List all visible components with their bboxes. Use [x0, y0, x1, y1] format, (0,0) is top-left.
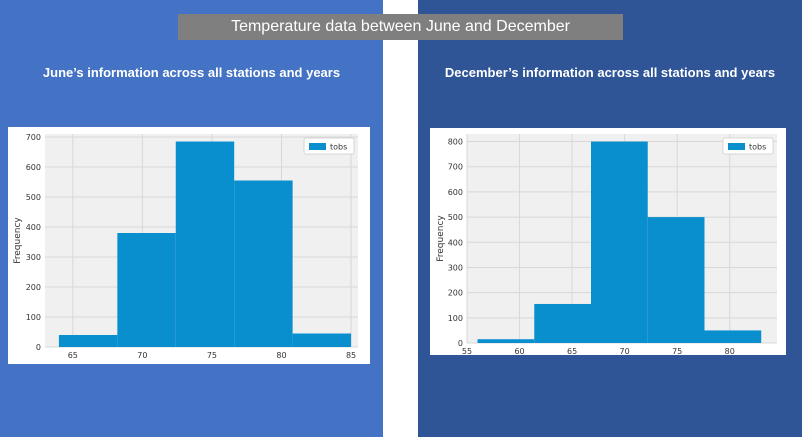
- june-histogram-card: 65 70 75 80 85 0 100 200 300 400 500 600 700 Frequenc…: [8, 127, 370, 364]
- june-y-tick-label: 100: [26, 313, 41, 322]
- december-bar: [704, 330, 762, 343]
- december-subtitle: December’s information across all statio…: [444, 65, 776, 80]
- june-bar: [234, 180, 293, 347]
- june-y-axis-label: Frequency: [13, 217, 23, 264]
- june-subtitle: June’s information across all stations a…: [42, 65, 341, 80]
- december-y-tick-label: 100: [448, 314, 463, 323]
- december-bar: [477, 339, 535, 343]
- december-y-tick-label: 400: [448, 238, 463, 247]
- june-bar: [175, 141, 235, 347]
- december-bar: [647, 217, 705, 343]
- december-histogram: 55 60 65 70 75 800100200300400500600700800Fre…: [436, 134, 777, 355]
- december-x-tick-label: 65: [567, 347, 577, 355]
- june-y-tick-label: 400: [26, 223, 41, 232]
- june-y-tick-label: 500: [26, 193, 41, 202]
- june-y-tick-label: 300: [26, 253, 41, 262]
- december-y-tick-label: 300: [448, 263, 463, 272]
- december-legend-swatch: [728, 143, 745, 150]
- december-x-tick-label: 80: [725, 347, 735, 355]
- page-title: Temperature data between June and Decemb…: [178, 14, 623, 40]
- december-bar: [591, 141, 648, 343]
- december-legend-label: tobs: [749, 143, 766, 152]
- june-x-tick-label: 75: [207, 351, 217, 360]
- june-y-tick-label: 700: [26, 133, 41, 142]
- june-histogram: 65 70 75 80 85 0 100 200 300 400 500 600 700 Frequenc…: [13, 133, 358, 360]
- december-y-tick-label: 200: [448, 289, 463, 298]
- june-bar: [58, 335, 118, 347]
- december-x-tick-label: 55: [462, 347, 472, 355]
- june-y-tick-label: 600: [26, 163, 41, 172]
- december-y-tick-label: 0: [458, 339, 463, 348]
- december-y-axis-label: Frequency: [436, 215, 446, 262]
- june-x-tick-label: 70: [137, 351, 147, 360]
- december-y-tick-label: 800: [448, 138, 463, 147]
- june-legend-label: tobs: [330, 143, 347, 152]
- june-legend-swatch: [309, 143, 326, 150]
- june-bar: [117, 233, 176, 347]
- december-histogram-card: 55 60 65 70 75 80 0 100 200 300 400 500 600 700 800 Fre…: [430, 128, 786, 355]
- december-x-tick-label: 75: [672, 347, 682, 355]
- december-bar: [534, 303, 591, 343]
- june-x-tick-label: 65: [68, 351, 78, 360]
- december-y-tick-label: 600: [448, 188, 463, 197]
- june-x-tick-label: 80: [276, 351, 286, 360]
- june-y-tick-label: 0: [36, 343, 41, 352]
- december-y-tick-label: 700: [448, 163, 463, 172]
- june-y-tick-label: 200: [26, 283, 41, 292]
- june-x-tick-label: 85: [346, 351, 356, 360]
- december-x-tick-label: 70: [620, 347, 630, 355]
- december-y-tick-label: 500: [448, 213, 463, 222]
- june-bar: [292, 333, 352, 347]
- december-x-tick-label: 60: [514, 347, 524, 355]
